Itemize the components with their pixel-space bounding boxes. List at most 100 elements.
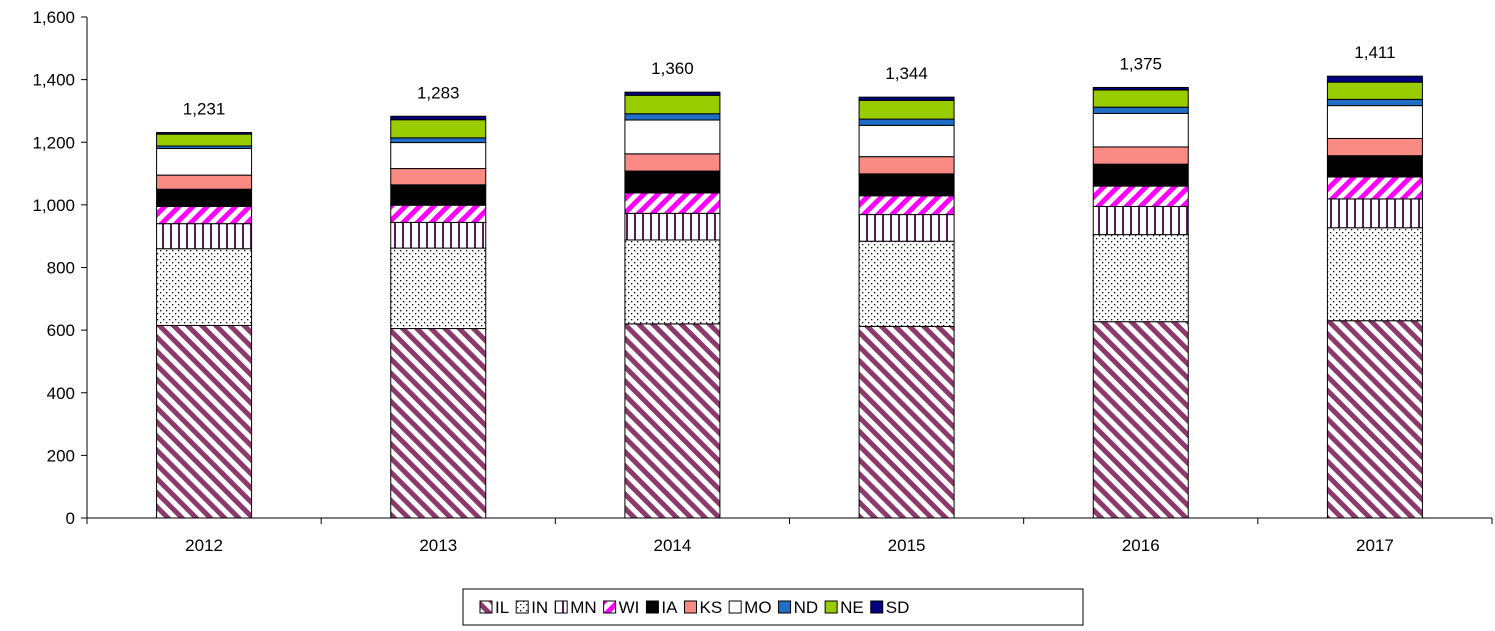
- bar-segment-mo-2016: [1092, 112, 1189, 148]
- bar-segment-mn-2015: [858, 214, 955, 242]
- legend-item-ne: NE: [824, 598, 864, 617]
- bar-segment-wi-2014: [624, 192, 721, 214]
- legend-label: KS: [699, 598, 722, 617]
- axes-layer: 0 200 400 600 800 1,000 1,200 1,400 1,600: [32, 8, 1493, 528]
- y-tick-label: 800: [47, 259, 75, 278]
- bar-segment-mo-2015: [858, 124, 955, 158]
- total-data-label: 1,344: [885, 64, 928, 83]
- y-tick-label: 200: [47, 446, 75, 465]
- x-tick-label: 2016: [1122, 536, 1160, 555]
- legend-item-wi: WI: [603, 598, 639, 617]
- legend-label: NE: [840, 598, 864, 617]
- y-tick-label: 1,000: [32, 196, 75, 215]
- legend-item-in: IN: [515, 598, 548, 617]
- legend-swatch: [515, 600, 529, 614]
- bar-segment-sd-2015: [858, 96, 955, 101]
- bar-segment-ia-2015: [858, 173, 955, 197]
- bar-segment-mn-2016: [1092, 205, 1189, 236]
- y-tick-label: 1,200: [32, 133, 75, 152]
- legend-label: IA: [661, 598, 678, 617]
- bar-segment-mo-2013: [390, 142, 487, 170]
- labels-layer: 2012 1,231 2013 1,283 2014 1,360 2015 1,344 2016…: [183, 43, 1396, 555]
- legend-label: IN: [531, 598, 548, 617]
- bar-segment-il-2013: [390, 328, 487, 519]
- bar-segment-nd-2016: [1092, 106, 1189, 114]
- bar-segment-in-2012: [156, 248, 253, 326]
- legend-label: IL: [495, 598, 509, 617]
- bar-segment-il-2016: [1092, 321, 1189, 519]
- bar-segment-ia-2017: [1326, 155, 1423, 178]
- legend-item-ia: IA: [645, 598, 678, 617]
- legend-swatch: [645, 600, 659, 614]
- bar-segment-ks-2013: [390, 168, 487, 186]
- bar-segment-mo-2014: [624, 119, 721, 155]
- legend-swatch: [683, 600, 697, 614]
- bar-segment-nd-2014: [624, 113, 721, 121]
- bar-segment-mn-2012: [156, 223, 253, 250]
- total-data-label: 1,360: [651, 59, 694, 78]
- bar-segment-wi-2016: [1092, 185, 1189, 207]
- legend-swatch: [870, 600, 884, 614]
- bar-segment-ks-2012: [156, 174, 253, 190]
- total-data-label: 1,411: [1354, 43, 1395, 62]
- legend-swatch: [728, 600, 742, 614]
- legend-item-il: IL: [479, 598, 509, 617]
- bar-segment-ia-2012: [156, 188, 253, 207]
- bar-segment-wi-2015: [858, 195, 955, 216]
- legend-label: MO: [744, 598, 771, 617]
- bar-segment-ia-2013: [390, 184, 487, 206]
- bar-segment-ks-2015: [858, 156, 955, 175]
- y-tick-label: 1,600: [32, 8, 75, 27]
- bar-segment-il-2014: [624, 323, 721, 519]
- total-data-label: 1,231: [183, 100, 226, 119]
- bar-segment-ne-2013: [390, 119, 487, 139]
- bar-segment-il-2012: [156, 324, 253, 519]
- bar-segment-sd-2017: [1326, 75, 1423, 83]
- legend-swatch: [603, 600, 617, 614]
- total-data-label: 1,375: [1119, 54, 1162, 73]
- bar-segment-nd-2015: [858, 118, 955, 126]
- bar-segment-ne-2012: [156, 133, 253, 147]
- bar-segment-in-2014: [624, 239, 721, 325]
- bar-segment-nd-2013: [390, 137, 487, 144]
- bar-segment-ne-2015: [858, 99, 955, 120]
- bar-segment-in-2017: [1326, 227, 1423, 322]
- bar-segment-ne-2017: [1326, 81, 1423, 100]
- bar-segment-sd-2012: [156, 132, 253, 135]
- y-tick-label: 400: [47, 384, 75, 403]
- x-tick-label: 2013: [419, 536, 457, 555]
- legend-item-mo: MO: [728, 598, 772, 617]
- bar-segment-il-2015: [858, 325, 955, 519]
- bar-segment-ne-2016: [1092, 89, 1189, 108]
- bar-segment-ne-2014: [624, 94, 721, 115]
- legend-item-mn: MN: [554, 598, 597, 617]
- legend-label: MN: [570, 598, 596, 617]
- legend-label: SD: [886, 598, 910, 617]
- bar-segment-sd-2016: [1092, 86, 1189, 91]
- bar-segment-mn-2013: [390, 221, 487, 249]
- legend-swatch: [824, 600, 838, 614]
- bar-segment-in-2013: [390, 247, 487, 330]
- bar-segment-in-2015: [858, 240, 955, 327]
- legend-item-ks: KS: [683, 598, 722, 617]
- bar-segment-in-2016: [1092, 234, 1189, 323]
- bar-segment-wi-2012: [156, 205, 253, 225]
- total-data-label: 1,283: [417, 83, 460, 102]
- bar-segment-mo-2012: [156, 148, 253, 176]
- bar-segment-ia-2016: [1092, 163, 1189, 187]
- bar-segment-wi-2017: [1326, 176, 1423, 200]
- x-tick-label: 2012: [185, 536, 223, 555]
- bar-segment-ks-2016: [1092, 146, 1189, 165]
- legend: IL IN MN WI IA KS MO ND NE SD: [462, 588, 1084, 626]
- bar-segment-wi-2013: [390, 204, 487, 223]
- y-tick-label: 0: [66, 509, 75, 528]
- legend-item-nd: ND: [778, 598, 818, 617]
- x-tick-label: 2015: [888, 536, 926, 555]
- bar-segment-sd-2014: [624, 91, 721, 96]
- bar-segment-mn-2017: [1326, 198, 1423, 229]
- legend-swatch: [778, 600, 792, 614]
- bar-segment-sd-2013: [390, 115, 487, 121]
- bar-segment-ks-2017: [1326, 137, 1423, 157]
